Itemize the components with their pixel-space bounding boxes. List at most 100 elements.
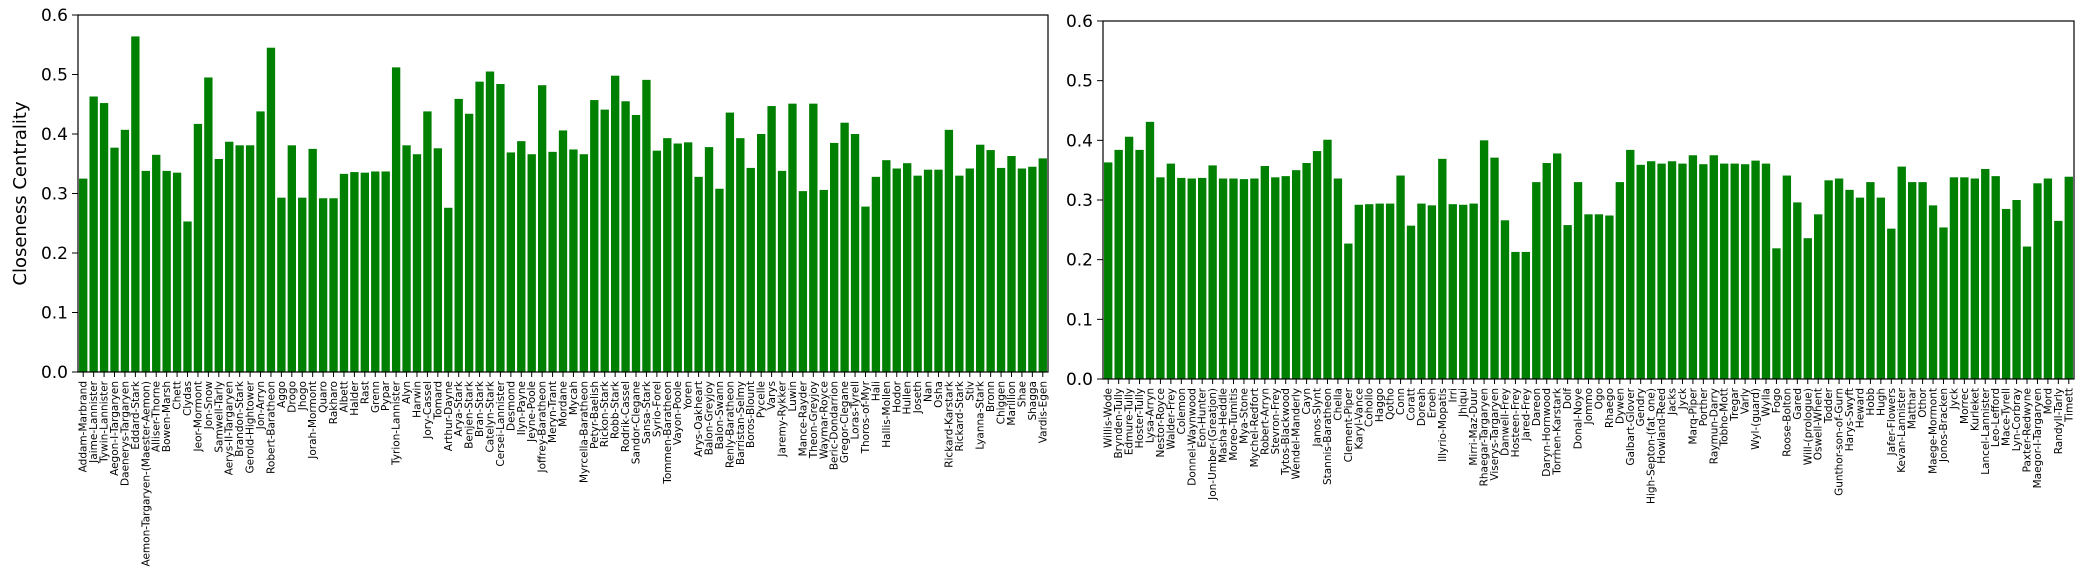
bar-Halder (350, 172, 359, 372)
x-tick-label: Doreah (1416, 388, 1428, 426)
x-tick-label: Jon-Umber-(Greatjon) (1207, 388, 1219, 501)
bar-Daryn-Hornwood (1542, 163, 1551, 379)
bar-Theon-Greyjoy (809, 103, 818, 373)
bar-Lancel-Lannister (1981, 168, 1990, 379)
bar-Eroeh (1427, 205, 1437, 379)
bar-Waymar-Royce (819, 189, 828, 372)
x-tick-label: Edmure-Tully (1124, 388, 1136, 455)
x-tick-label: Gregor-Clegane (839, 381, 851, 463)
y-tick-label: 0.1 (41, 304, 68, 324)
x-tick-label: Robb-Stark (610, 380, 622, 439)
bar-Gendry (1636, 164, 1645, 379)
x-tick-label: Rickard-Stark (954, 380, 966, 451)
bar-Alliser-Thorne (152, 154, 161, 372)
x-tick-label: Mya-Stone (1238, 388, 1250, 444)
x-tick-label: Qotho (1385, 388, 1397, 420)
x-tick-label: Addam-Marbrand (78, 381, 90, 472)
bar-Irri (1448, 204, 1457, 379)
bar-Kevan-Lannister (1897, 166, 1906, 379)
bar-Torrhen-Karstark (1553, 153, 1562, 379)
bar-Jacks (1667, 161, 1677, 379)
y-tick-label: 0.0 (1066, 370, 1093, 390)
x-tick-label: Gunthor-son-of-Gurn (1834, 388, 1846, 496)
x-tick-label: Alyn (401, 381, 413, 404)
x-tick-label: Jommo (1583, 388, 1595, 425)
bar-Karyl-Vance (1354, 204, 1363, 379)
x-tick-label: Quaro (318, 381, 330, 413)
y-tick-label: 0.4 (1066, 131, 1093, 151)
bar-Rakharo (329, 198, 338, 372)
bar-Marq-Piper (1688, 155, 1698, 379)
bar-Aggo (277, 197, 286, 372)
x-tick-label: Brandon-Stark (234, 380, 246, 457)
x-tick-label: Jared-Frey (1520, 388, 1532, 442)
x-tick-label: Will-(prologue) (1802, 388, 1814, 465)
y-tick-label: 0.2 (1066, 251, 1093, 271)
x-tick-label: Raymun-Darry (1708, 388, 1720, 464)
x-tick-label: Joffrey-Baratheon (537, 381, 549, 473)
x-tick-label: Ogo (1593, 388, 1605, 409)
x-tick-label: Rast (359, 381, 371, 404)
bar-Nan (923, 169, 933, 372)
bar-Moreo-Tumitis (1229, 178, 1238, 379)
x-tick-label: Alliser-Thorne (151, 381, 163, 452)
x-tick-label: Maegor-I-Targaryen (2032, 388, 2044, 488)
x-tick-label: Rickard-Karstark (943, 380, 955, 468)
x-tick-label: Dareon (1531, 388, 1543, 426)
x-tick-label: Leo-Lefford (1990, 388, 2002, 447)
bar-Rickard-Karstark (944, 129, 954, 372)
y-tick-label: 0.5 (41, 66, 68, 86)
bar-Robb-Stark (610, 75, 620, 372)
bar-Harys-Swyft (1845, 189, 1854, 379)
x-tick-label: Roose-Bolton (1781, 388, 1793, 457)
x-tick-label: Gerold-Hightower (245, 380, 257, 473)
bar-Rhaegar-Targaryen (1479, 140, 1489, 379)
x-tick-label: Jyck (1677, 387, 1689, 410)
x-tick-label: Vayon-Poole (672, 381, 684, 445)
bar-Tomard (433, 148, 443, 372)
x-tick-label: Walder-Frey (1165, 388, 1177, 450)
bar-Edmure-Tully (1124, 136, 1134, 379)
x-tick-label: Aemon-Targaryen-(Maester-Aemon) (140, 381, 152, 567)
x-tick-label: Donal-Noye (1573, 388, 1585, 449)
x-tick-label: Stevron-Frey (1270, 388, 1282, 454)
x-tick-label: Syrio-Forel (651, 381, 663, 437)
bar-Wyl-(guard) (1751, 160, 1760, 379)
bar-Jorah-Mormont (308, 148, 317, 373)
x-tick-label: Shae (1016, 381, 1028, 407)
bar-Colemon (1177, 177, 1186, 379)
y-tick-label: 0.3 (41, 185, 68, 205)
bar-Tytos-Blackwood (1281, 176, 1290, 379)
x-tick-label: Janos-Slynt (1312, 388, 1324, 447)
bar-Todder (1824, 180, 1833, 379)
x-tick-label: Dywen (1614, 388, 1626, 424)
x-tick-label: Stannis-Baratheon (1322, 388, 1334, 485)
bar-Harwin (412, 154, 422, 372)
x-tick-label: Chella (1332, 388, 1344, 421)
bar-Morrec (1960, 177, 1969, 379)
x-tick-label: Tytos-Blackwood (1280, 388, 1292, 476)
bar-Jon-Umber-(Greatjon) (1208, 165, 1217, 379)
x-tick-label: Hosteen-Frey (1510, 388, 1522, 457)
bar-Cohollo (1365, 204, 1374, 379)
x-tick-label: Nestor-Royce (1155, 388, 1167, 457)
x-tick-label: Pypar (380, 380, 392, 411)
bar-Eddard-Stark (131, 36, 140, 373)
x-tick-label: Rodrik-Cassel (620, 381, 632, 452)
x-tick-label: Wylla (1760, 388, 1772, 417)
bar-Catelyn-Stark (485, 71, 495, 373)
bar-Timett (2064, 176, 2073, 379)
bar-Donal-Noye (1573, 182, 1583, 379)
bar-Albett (339, 173, 349, 372)
bar-Heward (1855, 197, 1865, 379)
x-tick-label: Clement-Piper (1343, 387, 1355, 462)
x-tick-label: Hoster-Tully (1134, 388, 1146, 448)
x-tick-label: Arys-Oakheart (693, 381, 705, 457)
x-tick-label: Jonos-Bracken (1938, 388, 1950, 463)
x-tick-label: Renly-Baratheon (724, 381, 736, 468)
x-tick-label: Theon-Greyjoy (808, 381, 820, 459)
x-tick-label: Morrec (1959, 388, 1971, 424)
x-tick-label: Clydas (182, 381, 194, 416)
bar-Othor (1918, 182, 1927, 379)
